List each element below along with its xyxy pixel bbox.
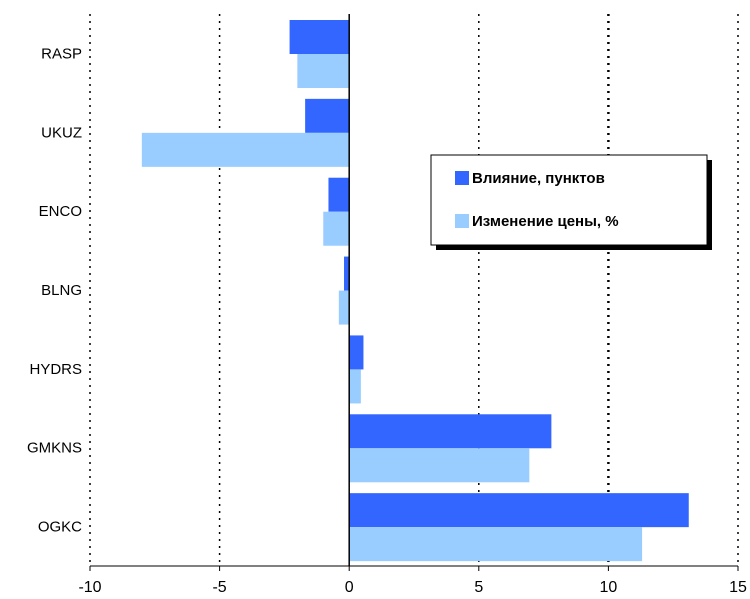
bars	[141, 20, 689, 562]
bar-rasp-series-1	[297, 54, 350, 88]
category-label-ukuz: UKUZ	[41, 124, 82, 141]
x-tick-label-1: -5	[212, 579, 226, 596]
legend-box	[430, 154, 708, 246]
x-tick-label-3: 5	[474, 579, 483, 596]
legend-swatch-1	[455, 214, 469, 228]
x-tick-label-2: 0	[345, 579, 354, 596]
category-label-rasp: RASP	[41, 45, 82, 62]
bar-ukuz-series-0	[305, 98, 350, 133]
bar-ukuz-series-1	[141, 132, 350, 167]
category-label-blng: BLNG	[41, 282, 82, 299]
category-label-enco: ENCO	[39, 203, 82, 220]
bar-blng-series-0	[344, 256, 350, 291]
x-tick-label-5: 15	[729, 579, 747, 596]
legend-label-0: Влияние, пунктов	[472, 170, 605, 187]
bar-enco-series-1	[323, 211, 350, 246]
gridlines	[89, 14, 739, 566]
bar-blng-series-1	[338, 290, 350, 325]
bar-gmkns-series-0	[349, 414, 552, 449]
bar-enco-series-0	[328, 177, 350, 212]
legend: Влияние, пунктов Изменение цены, %	[430, 154, 712, 250]
bar-ogkc-series-0	[349, 493, 689, 528]
bar-rasp-series-0	[289, 20, 350, 54]
category-label-ogkc: OGKC	[38, 519, 82, 536]
category-labels: RASP UKUZ ENCO BLNG HYDRS GMKNS OGKC	[27, 45, 82, 535]
category-label-hydrs: HYDRS	[29, 361, 82, 378]
x-tick-label-0: -10	[78, 579, 101, 596]
bar-hydrs-series-1	[349, 369, 361, 404]
bar-hydrs-series-0	[349, 335, 364, 370]
x-axis-ticks: -10 -5 0 5 10 15	[78, 566, 747, 596]
category-label-gmkns: GMKNS	[27, 440, 82, 457]
legend-swatch-0	[455, 171, 469, 185]
bar-ogkc-series-1	[349, 527, 643, 562]
bar-gmkns-series-1	[349, 448, 530, 483]
x-tick-label-4: 10	[600, 579, 618, 596]
legend-label-1: Изменение цены, %	[472, 213, 619, 230]
